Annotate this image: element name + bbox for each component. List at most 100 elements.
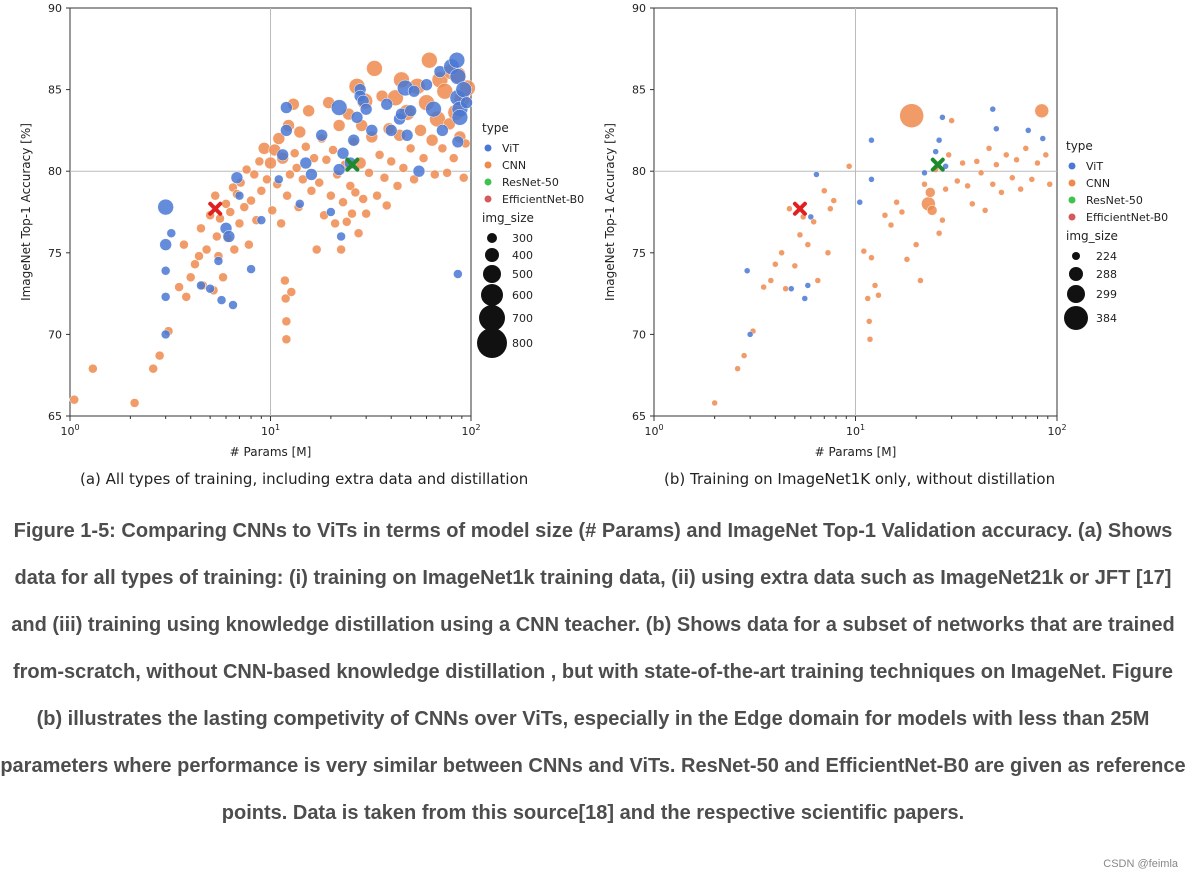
size-legend-entry: 299 [1096,288,1117,301]
vit-point [412,164,426,178]
legend-title: type [1066,139,1093,153]
cnn-point [767,277,775,284]
cnn-point [1009,174,1016,181]
cnn-point [875,291,882,299]
legend-swatch [484,195,492,203]
cnn-point [264,156,277,170]
vit-point [365,124,379,137]
vit-point [359,102,373,116]
cnn-point [281,316,292,327]
cnn-point [917,277,924,284]
cnn-point [306,186,317,196]
legend-title: type [482,121,509,135]
x-axis-label: # Params [M] [230,445,312,459]
cnn-point [88,363,98,374]
x-tick-label: 100 [644,423,663,438]
legend-swatch [484,178,492,186]
vit-point [246,264,256,274]
vit-point [336,231,346,242]
cnn-point [760,283,767,291]
vit-point [939,114,946,121]
vit-point [230,171,244,184]
vit-point [993,125,1000,133]
cnn-point [1042,151,1050,159]
cnn-point [827,205,834,212]
cnn-point [353,228,364,238]
vit-point [234,190,245,201]
cnn-point [280,293,291,304]
resnet-50-marker [930,157,945,172]
size-legend-swatch [487,233,497,243]
vit-point [280,101,293,114]
cnn-point [358,194,368,204]
vit-point [460,96,473,109]
y-tick-label: 85 [632,84,646,97]
cnn-point [229,244,240,255]
size-legend-swatch [477,328,507,358]
cnn-point [249,169,260,180]
cnn-point [196,223,206,234]
legend-entry: ResNet-50 [1086,194,1143,207]
size-legend-swatch [479,305,505,331]
cnn-point [212,231,222,242]
cnn-point [392,181,403,191]
cnn-point [1034,159,1041,167]
vit-point [746,331,754,338]
legend-swatch [1068,162,1076,170]
legend-entry: CNN [1086,177,1110,190]
cnn-point [782,285,789,292]
cnn-point [734,365,741,372]
cnn-point [381,200,392,211]
y-axis-label: ImageNet Top-1 Accuracy [%] [603,123,617,301]
cnn-point [436,82,454,100]
chart-panel-a: 65 70 75 80 85 90 100 101 102 # Params [M] ImageNe… [19,2,584,459]
cnn-point [267,205,277,216]
vit-point [1025,127,1032,134]
cnn-point [257,142,271,155]
cnn-point [326,190,336,201]
cnn-point [993,161,1000,168]
cnn-point [246,195,256,206]
cnn-point [942,185,949,193]
cnn-point [336,244,346,255]
y-tick-label: 85 [48,84,62,97]
legend-swatch [484,144,492,152]
cnn-point [824,249,832,257]
cnn-point [786,205,793,212]
y-tick-label: 90 [48,2,62,15]
cnn-point [225,207,236,217]
cnn-point [345,181,356,191]
legend-entry: ViT [502,142,519,155]
cnn-point [985,145,993,152]
cnn-point [926,205,938,216]
cnn-point [293,125,307,139]
cnn-point [350,187,361,198]
cnn-point [364,168,374,178]
cnn-point [969,200,976,208]
cnn-point [935,229,943,237]
vit-point [160,292,171,302]
efficientnet-b0-marker [792,201,807,216]
legend-entry: EfficientNet-B0 [1086,211,1168,224]
cnn-point [239,202,250,212]
figure-caption: Figure 1-5: Comparing CNNs to ViTs in te… [0,520,1186,824]
size-legend-entry: 500 [512,268,533,281]
vit-point [276,148,289,162]
legend-swatch [1068,213,1076,221]
size-legend-entry: 800 [512,337,533,350]
size-legend-entry: 384 [1096,312,1117,325]
vit-point [213,256,224,266]
cnn-point [1028,176,1036,183]
cnn-point [458,172,469,183]
cnn-point [899,103,924,128]
cnn-point [338,197,348,207]
size-legend-entry: 400 [512,249,533,262]
cnn-point [379,172,390,183]
cnn-point [1022,145,1030,152]
cnn-point [425,133,439,147]
cnn-point [185,272,196,283]
vit-point [448,51,466,69]
cnn-point [448,153,459,163]
cnn-point [830,197,838,204]
vit-point [336,146,350,160]
